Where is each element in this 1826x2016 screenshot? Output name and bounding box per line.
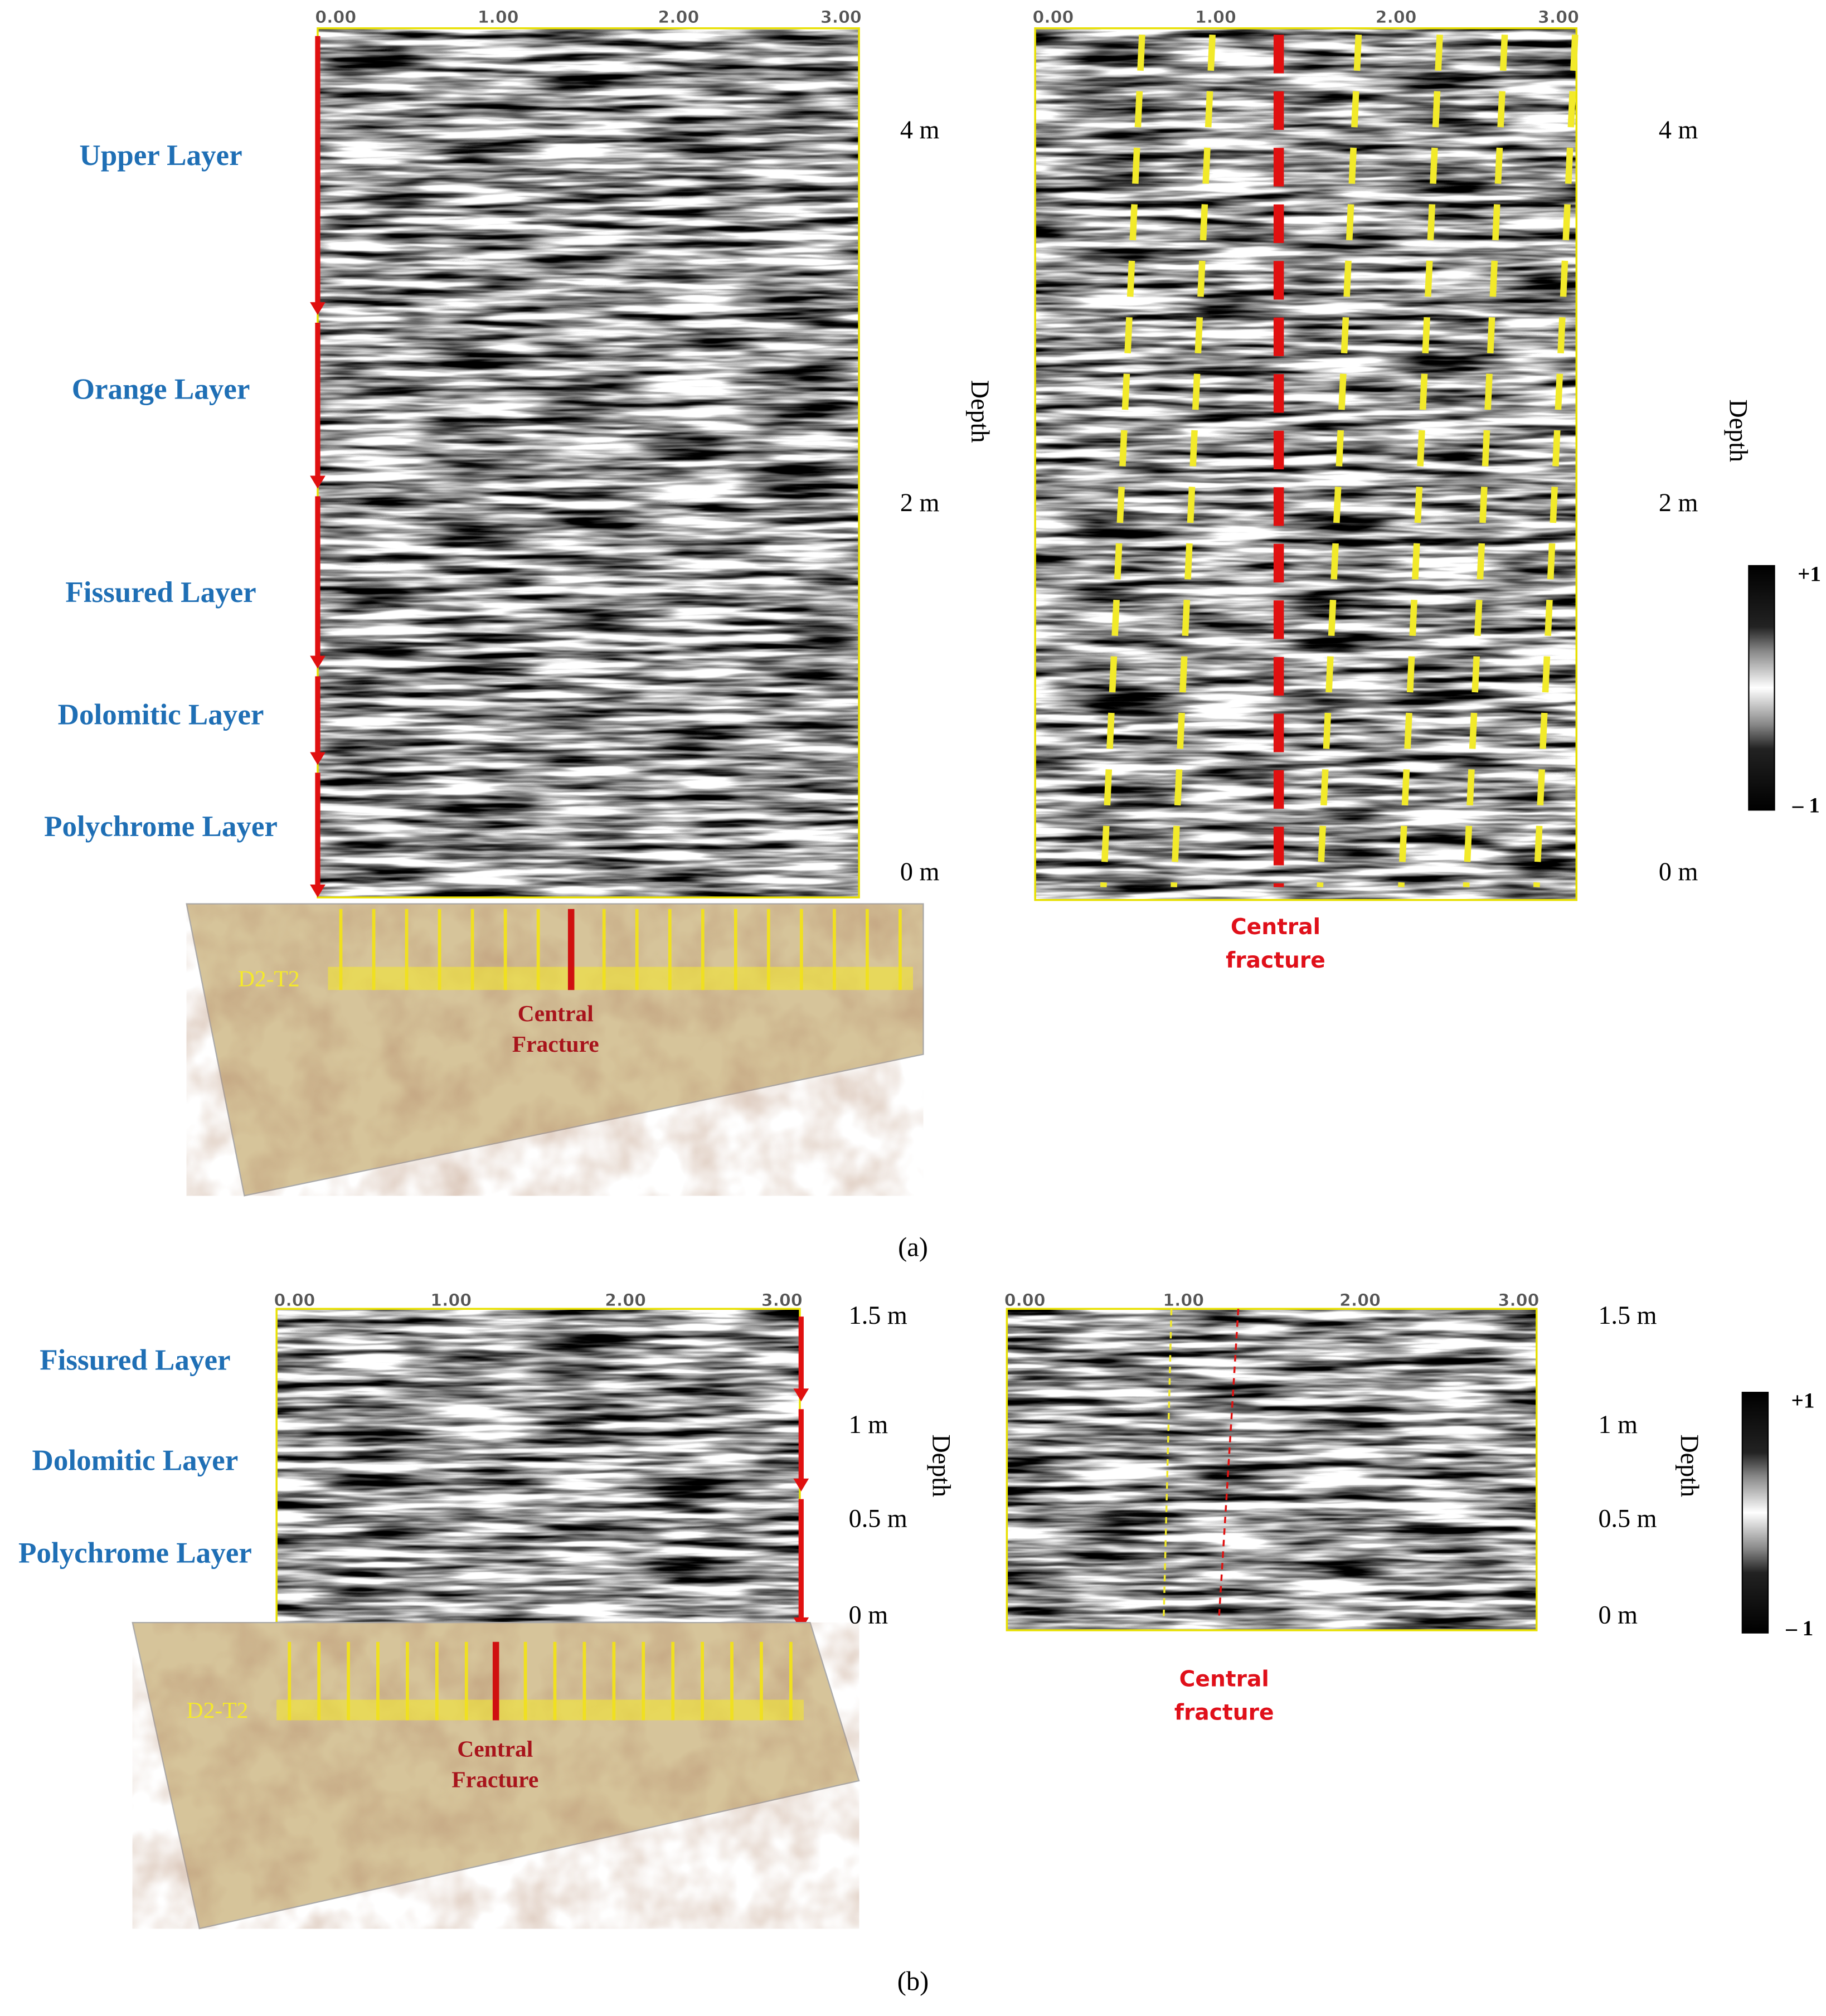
- arrow-head: [310, 475, 326, 489]
- panel: 0.00 1.00 2.00 3.00 4 m 2 m 0 m Depth 0.00 1.00 2.…: [44, 7, 1821, 1262]
- fracture-line: [1100, 35, 1145, 887]
- arrow-head: [793, 1478, 809, 1492]
- depth-label: 1 m: [1599, 1410, 1638, 1439]
- radargram-texture: [1035, 28, 1577, 900]
- radargram-texture: [1007, 1309, 1537, 1630]
- depth-label: 0 m: [1599, 1600, 1638, 1629]
- photo-fracture-label: Fracture: [451, 1767, 538, 1792]
- fracture-line: [1463, 35, 1508, 887]
- layer-label: Polychrome Layer: [44, 810, 278, 843]
- x-tick-label: 0.00: [274, 1291, 315, 1310]
- x-tick-label: 2.00: [1339, 1291, 1381, 1310]
- panel: 0.00 1.00 2.00 3.00 1.5 m 1 m 0.5 m 0 m Depth 0.0…: [18, 1291, 1814, 1996]
- colorbar: [1748, 565, 1775, 811]
- x-tick-label: 1.00: [478, 8, 519, 27]
- x-tick-label: 2.00: [658, 8, 699, 27]
- depth-label: 1.5 m: [1599, 1301, 1657, 1329]
- x-tick-label: 2.00: [1376, 8, 1417, 27]
- profile-band: [328, 966, 914, 990]
- fracture-line: [1317, 35, 1362, 887]
- fracture-label: Central: [1231, 915, 1320, 940]
- depth-label: 2 m: [900, 488, 940, 517]
- x-tick-label: 1.00: [430, 1291, 472, 1310]
- radargram-frame: [1006, 1308, 1538, 1631]
- x-tick-label: 3.00: [1498, 1291, 1540, 1310]
- layer-label: Upper Layer: [79, 139, 242, 172]
- layer-label: Fissured Layer: [40, 1344, 230, 1376]
- fracture-label: fracture: [1174, 1700, 1274, 1725]
- x-tick-label: 0.00: [1004, 1291, 1046, 1310]
- arrow-head: [310, 752, 326, 765]
- cave-photo-texture: [132, 1622, 859, 1929]
- colorbar-max: +1: [1798, 562, 1821, 586]
- x-tick-label: 2.00: [605, 1291, 646, 1310]
- x-tick-label: 1.00: [1195, 8, 1236, 27]
- profile-label: D2-T2: [187, 1697, 249, 1723]
- radargram-frame: [1034, 27, 1578, 901]
- depth-label: 0.5 m: [1599, 1504, 1657, 1532]
- fracture-line: [1171, 35, 1216, 887]
- fracture-label: Central: [1179, 1667, 1269, 1692]
- x-tick-label: 3.00: [820, 8, 862, 27]
- depth-label: 0.5 m: [849, 1504, 907, 1532]
- fracture-label: fracture: [1226, 948, 1325, 973]
- colorbar: [1741, 1392, 1769, 1634]
- depth-label: 0 m: [849, 1600, 888, 1629]
- arrow-head: [310, 302, 326, 315]
- depth-label: 2 m: [1659, 488, 1698, 517]
- profile-label: D2-T2: [238, 966, 300, 992]
- x-tick-label: 1.00: [1163, 1291, 1204, 1310]
- depth-label: 1 m: [849, 1410, 888, 1439]
- arrow-head: [310, 655, 326, 669]
- radargram-texture: [276, 1309, 800, 1630]
- depth-title: Depth: [966, 380, 994, 443]
- layer-label: Dolomitic Layer: [32, 1444, 239, 1476]
- depth-label: 4 m: [900, 115, 940, 144]
- layer-label: Polychrome Layer: [18, 1537, 252, 1569]
- depth-label: 4 m: [1659, 115, 1698, 144]
- central-fracture-line: [1218, 1309, 1240, 1618]
- x-tick-label: 3.00: [761, 1291, 803, 1310]
- fracture-line: [1533, 35, 1579, 887]
- profile-band: [276, 1699, 804, 1721]
- photo-fracture-label: Central: [518, 1000, 594, 1026]
- layer-label: Dolomitic Layer: [58, 698, 264, 731]
- depth-label: 1.5 m: [849, 1301, 907, 1329]
- photo-fracture-label: Central: [457, 1736, 533, 1761]
- depth-title: Depth: [1676, 1434, 1704, 1497]
- radargram-texture: [317, 28, 859, 898]
- caption: (a): [898, 1232, 928, 1262]
- depth-title: Depth: [927, 1434, 956, 1497]
- colorbar-min: – 1: [1792, 794, 1820, 818]
- fracture-line: [1163, 1309, 1173, 1617]
- photo-fracture-label: Fracture: [512, 1031, 599, 1057]
- depth-title: Depth: [1725, 399, 1753, 462]
- arrow-head: [310, 885, 326, 898]
- depth-label: 0 m: [1659, 857, 1698, 886]
- colorbar-min: – 1: [1785, 1616, 1813, 1640]
- x-tick-label: 0.00: [315, 8, 356, 27]
- x-tick-label: 3.00: [1538, 8, 1579, 27]
- x-tick-label: 0.00: [1032, 8, 1074, 27]
- caption: (b): [897, 1966, 929, 1996]
- layer-label: Orange Layer: [72, 373, 250, 406]
- arrow-head: [793, 1388, 809, 1402]
- colorbar-max: +1: [1791, 1389, 1815, 1413]
- fracture-line: [1398, 35, 1443, 887]
- layer-label: Fissured Layer: [65, 576, 256, 609]
- depth-label: 0 m: [900, 857, 940, 886]
